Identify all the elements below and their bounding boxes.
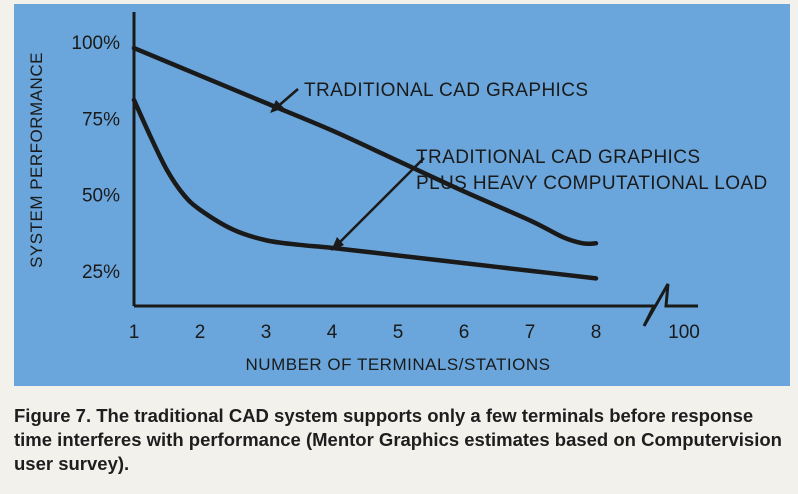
series-layer: [131, 45, 599, 281]
arrowhead-icon: [270, 100, 284, 113]
annotations: TRADITIONAL CAD GRAPHICS TRADITIONAL CAD …: [270, 80, 768, 251]
x-axis-break: [642, 283, 698, 327]
y-tick-label: 75%: [82, 109, 120, 130]
annotation-label-1: TRADITIONAL CAD GRAPHICS: [304, 80, 588, 101]
annotation-label-2: TRADITIONAL CAD GRAPHICS: [416, 147, 700, 168]
axis-titles: NUMBER OF TERMINALS/STATIONS SYSTEM PERFO…: [27, 52, 550, 374]
x-tick-label: 1: [129, 322, 140, 343]
x-tick-label: 6: [459, 322, 470, 343]
chart: 1 2 3 4 5 6 7 8 100 100% 75% 50% 25% NUMBER OF TERMI…: [27, 12, 768, 374]
x-tick-label: 8: [591, 322, 602, 343]
x-axis-title: NUMBER OF TERMINALS/STATIONS: [246, 355, 551, 374]
chart-panel: 1 2 3 4 5 6 7 8 100 100% 75% 50% 25% NUMBER OF TERMI…: [14, 4, 790, 386]
x-tick-label: 100: [668, 322, 700, 343]
x-tick-label: 5: [393, 322, 404, 343]
arrowhead-icon: [331, 237, 344, 251]
x-tick-label: 4: [327, 322, 338, 343]
annotation-arrow-2: [336, 157, 425, 246]
series-line-1: [131, 45, 599, 246]
annotation-label-2: PLUS HEAVY COMPUTATIONAL LOAD: [416, 173, 768, 194]
y-tick-label: 50%: [82, 186, 120, 207]
figure-caption: Figure 7. The traditional CAD system sup…: [14, 405, 782, 474]
y-tick-label: 25%: [82, 262, 120, 283]
chart-axes: [132, 12, 698, 327]
x-tick-label: 7: [525, 322, 536, 343]
series-line-2: [131, 97, 599, 281]
tick-labels: 1 2 3 4 5 6 7 8 100 100% 75% 50% 25%: [71, 33, 699, 343]
y-axis-title: SYSTEM PERFORMANCE: [27, 52, 46, 268]
y-tick-label: 100%: [71, 33, 120, 54]
x-tick-label: 3: [261, 322, 272, 343]
x-tick-label: 2: [195, 322, 206, 343]
